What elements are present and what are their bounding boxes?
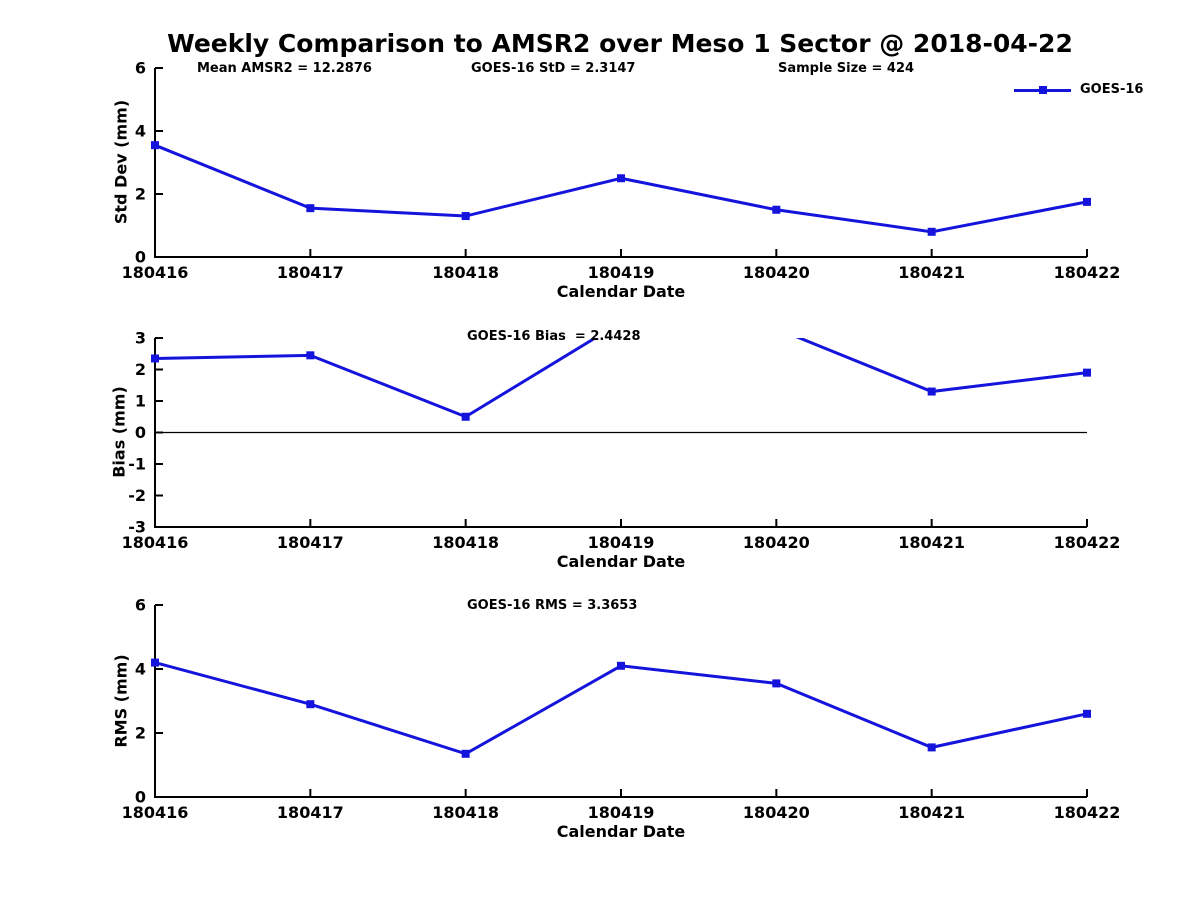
x-tick-label: 180419: [588, 533, 655, 552]
x-tick-label: 180422: [1054, 803, 1121, 822]
x-tick-label: 180422: [1054, 263, 1121, 282]
legend-label: GOES-16: [1080, 82, 1144, 97]
data-point-rms-180420: [772, 679, 781, 688]
y-tick-label: 4: [135, 122, 146, 141]
y-tick-label: 4: [135, 660, 146, 679]
x-tick-label: 180417: [277, 533, 344, 552]
data-point-rms-180422: [1083, 709, 1091, 718]
xlabel-bias: Calendar Date: [556, 552, 686, 571]
x-tick-label: 180419: [588, 263, 655, 282]
data-point-bias-180421: [927, 387, 936, 396]
subplot-bias: 180416 180417 180418 180419 180420 180421 1804…: [122, 318, 1121, 553]
x-tick-label: 180417: [277, 263, 344, 282]
data-point-std-dev-180416: [151, 141, 159, 150]
ylabel-rms: RMS (mm): [111, 654, 131, 748]
annotation-goes16-std: GOES-16 StD = 2.3147: [471, 61, 636, 76]
data-point-std-dev-180422: [1083, 197, 1091, 206]
x-tick-label: 180416: [122, 533, 189, 552]
y-tick-label: 2: [135, 360, 146, 379]
x-tick-label: 180416: [122, 803, 189, 822]
y-tick-label: -3: [128, 518, 146, 537]
y-tick-label: 2: [135, 724, 146, 743]
data-point-rms-180421: [927, 743, 936, 752]
y-tick-label: 1: [135, 392, 146, 411]
y-tick-label: -2: [128, 486, 146, 505]
data-point-rms-180419: [617, 661, 625, 670]
x-tick-label: 180420: [743, 263, 810, 282]
x-tick-label: 180421: [898, 533, 965, 552]
y-tick-label: 3: [135, 329, 146, 348]
x-tick-label: 180418: [432, 803, 499, 822]
y-tick-label: 6: [135, 59, 146, 78]
subplot-rms: 180416 180417 180418 180419 180420 180421 1804…: [122, 596, 1121, 823]
y-tick-label: 0: [135, 248, 146, 267]
x-tick-label: 180418: [432, 533, 499, 552]
x-tick-label: 180420: [743, 803, 810, 822]
y-tick-label: 0: [135, 788, 146, 807]
x-tick-label: 180421: [898, 803, 965, 822]
x-tick-label: 180420: [743, 533, 810, 552]
data-point-bias-180419: [617, 318, 625, 326]
legend-square-marker-icon: [1038, 86, 1047, 94]
y-tick-label: 0: [135, 423, 146, 442]
subplot-std-dev: 180416 180417 180418 180419 180420 180421 1804…: [122, 59, 1121, 283]
legend-line-sample: [1014, 86, 1071, 94]
data-point-rms-180417: [306, 700, 315, 709]
x-tick-label: 180416: [122, 263, 189, 282]
data-point-std-dev-180419: [617, 174, 625, 183]
chart-title: Weekly Comparison to AMSR2 over Meso 1 S…: [167, 29, 1073, 58]
data-point-bias-180416: [151, 354, 159, 363]
data-point-std-dev-180417: [306, 204, 315, 213]
ylabel-std-dev: Std Dev (mm): [111, 99, 131, 225]
y-tick-label: 2: [135, 185, 146, 204]
x-tick-label: 180421: [898, 263, 965, 282]
y-tick-label: 6: [135, 596, 146, 615]
data-line-rms: [154, 661, 1088, 756]
data-line-std-dev: [154, 143, 1088, 234]
xlabel-rms: Calendar Date: [556, 822, 686, 841]
data-point-bias-180422: [1083, 368, 1091, 377]
data-point-std-dev-180421: [927, 227, 936, 236]
y-tick-label: -1: [128, 455, 146, 474]
x-tick-label: 180418: [432, 263, 499, 282]
data-point-bias-180420: [772, 325, 780, 333]
x-tick-label: 180422: [1054, 533, 1121, 552]
annotation-goes16-rms: GOES-16 RMS = 3.3653: [467, 598, 638, 613]
data-point-std-dev-180418: [461, 212, 470, 221]
x-tick-label: 180419: [588, 803, 655, 822]
data-point-std-dev-180420: [772, 205, 781, 214]
annotation-goes16-bias: GOES-16 Bias = 2.4428: [467, 329, 641, 344]
annotation-sample-size: Sample Size = 424: [778, 61, 915, 76]
xlabel-std-dev: Calendar Date: [556, 282, 686, 301]
legend: GOES-16: [1014, 83, 1143, 97]
data-point-bias-180418: [461, 412, 470, 421]
annotation-mean-amsr2: Mean AMSR2 = 12.2876: [197, 61, 372, 76]
data-point-rms-180416: [151, 658, 159, 667]
x-tick-label: 180417: [277, 803, 344, 822]
ylabel-bias: Bias (mm): [109, 386, 129, 478]
data-point-rms-180418: [461, 749, 470, 758]
data-point-bias-180417: [306, 351, 315, 360]
